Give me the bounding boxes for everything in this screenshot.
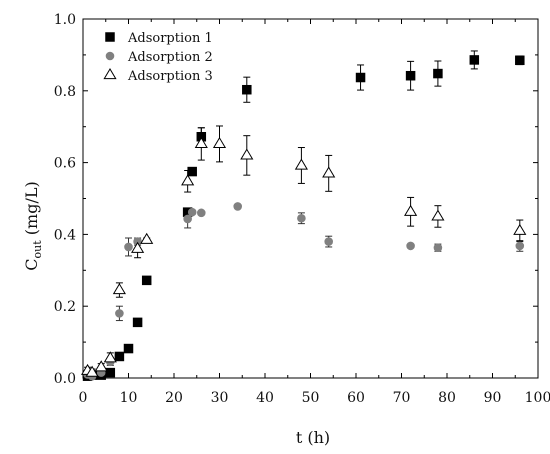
point-adsorption-3 <box>431 209 445 221</box>
point-adsorption-1 <box>114 351 125 362</box>
legend-item-adsorption-2: Adsorption 2 <box>105 50 213 65</box>
x-tick-label: 100 <box>525 390 550 406</box>
point-adsorption-1 <box>433 68 443 79</box>
point-adsorption-2 <box>233 202 242 211</box>
legend-marker-adsorption-3 <box>103 68 117 80</box>
y-tick-label: 1.0 <box>54 12 76 28</box>
legend-item-adsorption-1: Adsorption 1 <box>105 31 213 46</box>
legend-label-adsorption-3: Adsorption 3 <box>127 69 213 84</box>
ticks <box>82 18 539 379</box>
x-tick-label: 30 <box>211 390 229 406</box>
y-tick-label: 0.0 <box>54 371 76 387</box>
point-adsorption-3 <box>112 283 126 295</box>
point-adsorption-3 <box>240 148 254 160</box>
y-tick-label: 0.8 <box>54 84 76 100</box>
point-adsorption-3 <box>131 241 145 253</box>
y-axis-title-subscript: out <box>31 240 44 259</box>
y-axis-title-unit: (mg/L) <box>22 181 41 240</box>
tick-labels: 0 10 20 30 40 50 60 70 80 90 100 0.0 0.2 0.4 0.6 0.8 1.0 <box>54 12 550 406</box>
point-adsorption-2 <box>197 208 206 218</box>
x-tick-label: 10 <box>120 390 138 406</box>
point-adsorption-2 <box>515 241 525 251</box>
point-adsorption-3 <box>85 365 99 377</box>
y-tick-label: 0.2 <box>54 299 76 315</box>
point-adsorption-2 <box>187 207 197 217</box>
point-adsorption-3 <box>404 204 418 216</box>
point-adsorption-1 <box>105 367 116 378</box>
point-adsorption-1 <box>132 317 143 328</box>
point-adsorption-2 <box>324 237 334 246</box>
y-axis-title-main: C <box>22 258 41 270</box>
y-axis-title: Cout (mg/L) <box>22 181 44 270</box>
x-tick-label: 90 <box>484 390 502 406</box>
point-adsorption-1 <box>123 343 134 354</box>
x-tick-label: 80 <box>438 390 456 406</box>
point-adsorption-1 <box>141 275 152 286</box>
y-tick-label: 0.6 <box>54 156 76 172</box>
point-adsorption-3 <box>194 136 208 149</box>
point-adsorption-2 <box>124 242 133 252</box>
legend: Adsorption 1 Adsorption 2 Adsorption 3 <box>103 31 213 84</box>
legend-marker-adsorption-2 <box>105 51 115 61</box>
x-tick-label: 0 <box>79 390 88 406</box>
point-adsorption-3 <box>140 232 154 244</box>
point-adsorption-2 <box>297 213 306 223</box>
point-adsorption-3 <box>513 223 527 235</box>
legend-label-adsorption-2: Adsorption 2 <box>127 50 213 65</box>
point-adsorption-3 <box>322 166 336 178</box>
x-tick-label: 20 <box>165 390 183 406</box>
point-adsorption-1 <box>355 72 366 83</box>
point-adsorption-1 <box>469 55 480 65</box>
point-adsorption-3 <box>103 351 117 363</box>
legend-item-adsorption-3: Adsorption 3 <box>103 68 213 84</box>
point-adsorption-3 <box>212 136 227 149</box>
point-adsorption-1 <box>242 84 252 95</box>
point-adsorption-3 <box>181 174 195 186</box>
y-tick-label: 0.4 <box>54 227 76 243</box>
point-adsorption-2 <box>433 243 443 252</box>
x-tick-label: 50 <box>302 390 320 406</box>
legend-marker-adsorption-1 <box>105 32 115 42</box>
x-axis-title: t (h) <box>296 428 330 447</box>
point-adsorption-1 <box>405 70 416 81</box>
point-adsorption-3 <box>94 360 108 372</box>
point-adsorption-2 <box>406 241 415 251</box>
point-adsorption-2 <box>115 309 124 318</box>
legend-label-adsorption-1: Adsorption 1 <box>127 31 213 46</box>
point-adsorption-1 <box>515 55 525 66</box>
x-tick-label: 60 <box>347 390 365 406</box>
point-adsorption-3 <box>294 158 308 170</box>
error-bars <box>84 50 524 378</box>
data-points <box>80 55 527 381</box>
x-tick-label: 40 <box>256 390 274 406</box>
x-tick-label: 70 <box>393 390 411 406</box>
point-adsorption-1 <box>187 166 197 177</box>
point-adsorption-2 <box>183 214 192 224</box>
